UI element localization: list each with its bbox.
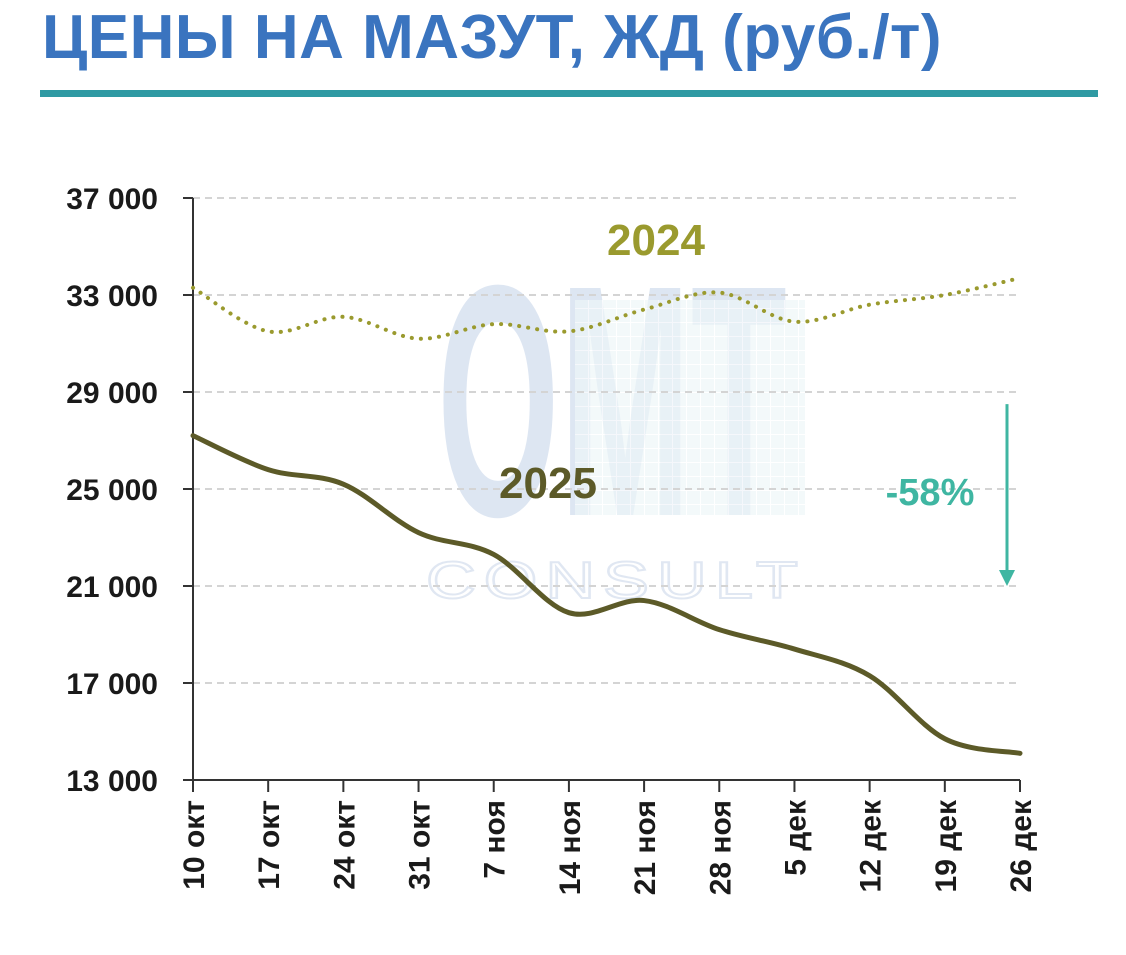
- y-tick-label: 29 000: [66, 377, 158, 410]
- x-tick-label: 17 окт: [253, 800, 286, 890]
- x-tick-label: 14 ноя: [554, 800, 587, 895]
- x-tick-label: 10 окт: [178, 800, 211, 890]
- change-arrow-head: [999, 570, 1015, 586]
- x-axis: 10 окт 17 окт 24 окт 31 окт 7 ноя 14 ноя 21 но…: [178, 779, 1038, 895]
- watermark-subtext: CONSULT: [426, 552, 806, 610]
- x-tick-label: 26 дек: [1005, 799, 1038, 892]
- y-tick-label: 13 000: [66, 765, 158, 798]
- series-line-2025: [190, 433, 1023, 756]
- y-tick-label: 21 000: [66, 571, 158, 604]
- watermark: ОМТ CONSULT: [425, 216, 806, 611]
- title-underline: [40, 90, 1098, 97]
- x-tick-label: 7 ноя: [479, 800, 512, 879]
- x-tick-label: 5 дек: [779, 799, 812, 876]
- watermark-grid-pattern: [575, 300, 805, 515]
- change-percent-label: -58%: [886, 472, 975, 514]
- change-annotation: -58%: [886, 404, 1015, 586]
- page-title: ЦЕНЫ НА МАЗУТ, ЖД (руб./т): [42, 3, 943, 72]
- x-tick-label: 31 окт: [404, 800, 437, 890]
- y-axis: 13 000 17 000 21 000 25 000 29 000 33 000 37 0…: [66, 183, 194, 798]
- x-tick-label: 19 дек: [930, 799, 963, 892]
- y-tick-label: 25 000: [66, 474, 158, 507]
- x-tick-label: 12 дек: [855, 799, 888, 892]
- y-tick-label: 33 000: [66, 280, 158, 313]
- x-tick-label: 24 окт: [328, 800, 361, 890]
- series-label-2025: 2025: [499, 459, 597, 508]
- x-tick-label: 28 ноя: [704, 800, 737, 895]
- series-line-2024: [191, 276, 1022, 341]
- x-tick-label: 21 ноя: [629, 800, 662, 895]
- y-tick-label: 37 000: [66, 183, 158, 216]
- series-lines: [190, 276, 1023, 756]
- series-label-2024: 2024: [607, 216, 705, 265]
- y-tick-label: 17 000: [66, 668, 158, 701]
